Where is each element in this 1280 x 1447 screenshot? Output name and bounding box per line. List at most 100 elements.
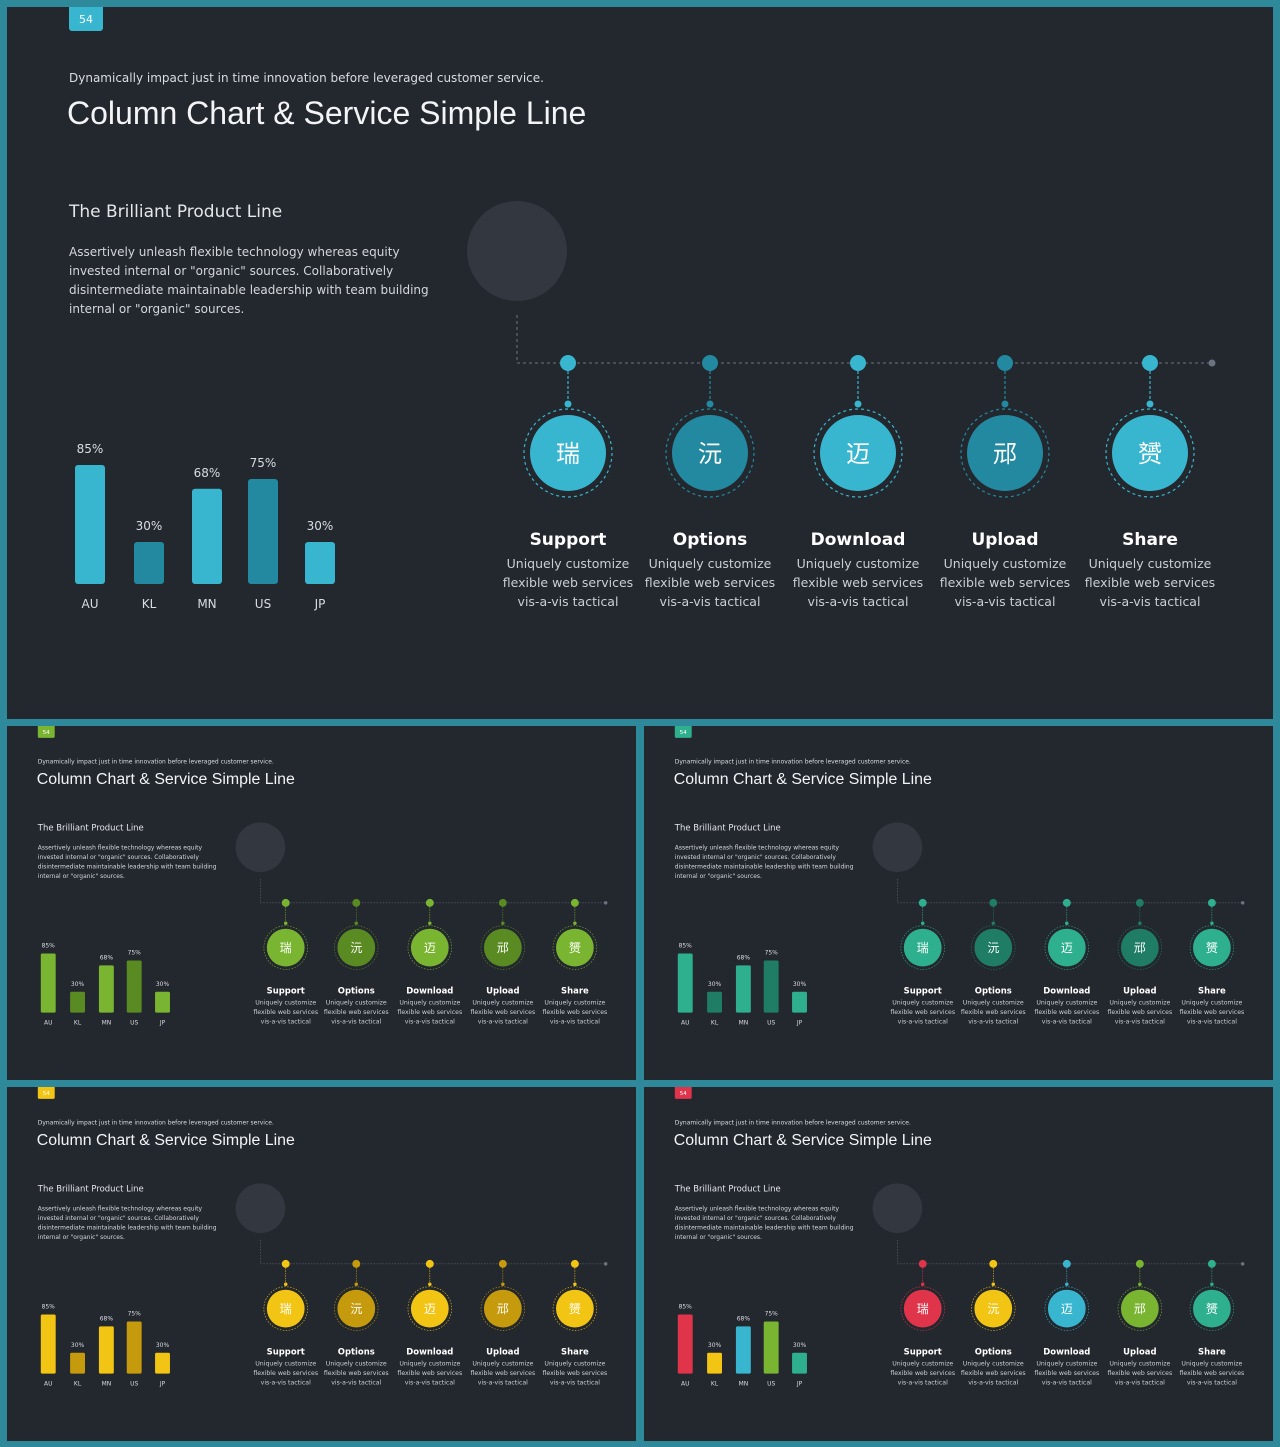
timeline-dot — [702, 355, 718, 371]
service-icon-circle — [1120, 1289, 1159, 1328]
decorative-circle — [235, 822, 286, 873]
slide-title: Column Chart & Service Simple Line — [673, 769, 932, 788]
slide-subtitle: Dynamically impact just in time innovati… — [674, 1118, 911, 1126]
node-ring — [1117, 925, 1163, 970]
service-step-description-line: flexible web services — [890, 1369, 956, 1377]
service-step-description-line: flexible web services — [890, 1008, 956, 1016]
service-step-description-line: flexible web services — [470, 1369, 536, 1377]
service-step-description-line: flexible web services — [253, 1008, 319, 1016]
service-step-description-line: flexible web services — [1107, 1369, 1173, 1377]
node-ring — [900, 1286, 945, 1331]
service-step-description-line: flexible web services — [1179, 1008, 1245, 1016]
service-icon-circle — [266, 1289, 305, 1328]
service-step-description-line: Uniquely customize — [1088, 556, 1212, 571]
service-glyph-icon: 迈 — [846, 440, 870, 468]
service-step-description-line: vis-a-vis tactical — [807, 594, 909, 609]
service-step-support: Support Uniquely customize flexible web se… — [498, 530, 638, 611]
node-ring — [971, 1286, 1016, 1331]
service-step-description-line: flexible web services — [542, 1008, 608, 1016]
slide-subtitle: Dynamically impact just in time innovati… — [37, 757, 274, 765]
service-step-description-line: vis-a-vis tactical — [1114, 1378, 1165, 1387]
product-line-description: Assertively unleash flexible technology … — [674, 1205, 854, 1241]
node-stem-dot — [1138, 921, 1142, 925]
product-line-description: Assertively unleash flexible technology … — [37, 844, 217, 880]
category-label: JP — [159, 1381, 166, 1388]
service-step-description-line: flexible web services — [960, 1008, 1026, 1016]
node-stem-dot — [1210, 921, 1214, 925]
service-step-description-line: vis-a-vis tactical — [968, 1378, 1019, 1387]
bar-mn — [192, 488, 222, 584]
node-stem-dot — [1065, 1282, 1069, 1286]
service-step-share: Share Uniquely customize flexible web serv… — [1080, 530, 1220, 611]
service-icon-circle — [903, 1289, 942, 1328]
node-ring — [1189, 925, 1235, 970]
service-step-title: Share — [1122, 530, 1178, 550]
node-ring — [1105, 408, 1195, 498]
slide-multi: 54 Dynamically impact just in time innov… — [644, 1087, 1273, 1441]
node-ring — [665, 408, 755, 498]
service-step-description-line: vis-a-vis tactical — [549, 1378, 600, 1387]
bar-us — [126, 960, 142, 1013]
node-ring — [407, 925, 452, 970]
bar-value-label: 68% — [100, 954, 114, 961]
service-step-description-line: Uniquely customize — [255, 1359, 317, 1368]
service-step-description-line: Uniquely customize — [255, 998, 317, 1007]
timeline-dot — [352, 1259, 361, 1268]
timeline-end-dot — [603, 1262, 608, 1266]
service-icon-circle — [820, 415, 896, 491]
bar-value-label: 68% — [737, 954, 751, 961]
node-stem-dot — [501, 921, 505, 925]
service-icon-circle — [410, 1289, 449, 1328]
node-ring — [480, 925, 526, 970]
timeline-dot — [425, 898, 434, 907]
service-step-download: Download Uniquely customize flexible web s… — [1032, 986, 1102, 1026]
service-step-title: Share — [561, 1346, 589, 1357]
service-glyph-icon: 迈 — [424, 1302, 436, 1316]
service-step-title: Support — [903, 1346, 942, 1357]
service-step-description-line: vis-a-vis tactical — [477, 1378, 528, 1387]
bar-value-label: 68% — [100, 1315, 114, 1322]
service-glyph-icon: 瑞 — [280, 1302, 292, 1316]
timeline-dot — [918, 1259, 927, 1268]
timeline-dot — [1135, 1259, 1144, 1268]
bar-value-label: 85% — [679, 943, 693, 950]
timeline-end-dot — [603, 901, 608, 905]
timeline-dot — [560, 355, 576, 371]
timeline-dot — [918, 898, 927, 907]
service-glyph-icon: 邧 — [993, 440, 1017, 468]
service-glyph-icon: 赟 — [569, 941, 581, 955]
service-step-description-line: flexible web services — [323, 1369, 389, 1377]
service-step-upload: Upload Uniquely customize flexible web ser… — [1105, 986, 1175, 1026]
timeline-dot — [281, 898, 290, 907]
bar-au — [75, 465, 105, 584]
service-glyph-icon: 邧 — [1134, 1302, 1146, 1316]
column-chart-and-service-line-graphic: 85% AU 30% KL 68% MN 75% US 30% JP 瑞 沅 迈 邧 赟 — [677, 1240, 1245, 1388]
timeline-dot — [352, 898, 361, 907]
bar-us — [248, 479, 278, 584]
bar-value-label: 75% — [765, 950, 779, 957]
service-step-title: Share — [1198, 985, 1226, 996]
bar-value-label: 30% — [71, 981, 85, 988]
service-step-description-line: Uniquely customize — [1036, 1359, 1098, 1368]
bar-kl — [134, 542, 164, 584]
service-step-title: Upload — [971, 530, 1039, 550]
service-icon-circle — [1047, 1289, 1086, 1328]
service-step-options: Options Uniquely customize flexible web se… — [322, 1347, 392, 1387]
node-stem-dot — [1138, 1282, 1142, 1286]
service-step-description-line: vis-a-vis tactical — [404, 1017, 455, 1026]
service-step-description-line: vis-a-vis tactical — [1041, 1017, 1092, 1026]
bar-kl — [70, 991, 86, 1013]
decorative-circle — [872, 1183, 923, 1234]
service-step-options: Options Uniquely customize flexible web se… — [959, 986, 1029, 1026]
service-step-description-line: flexible web services — [397, 1369, 463, 1377]
service-step-title: Upload — [486, 1346, 520, 1357]
service-icon-circle — [1120, 928, 1159, 967]
service-step-description-line: flexible web services — [253, 1369, 319, 1377]
timeline-dot — [281, 1259, 290, 1268]
service-step-description-line: flexible web services — [960, 1369, 1026, 1377]
service-step-description-line: flexible web services — [644, 575, 776, 590]
page-number-badge: 54 — [37, 726, 55, 738]
service-step-description-line: vis-a-vis tactical — [517, 594, 619, 609]
service-icon-circle — [672, 415, 748, 491]
service-glyph-icon: 邧 — [497, 941, 509, 955]
